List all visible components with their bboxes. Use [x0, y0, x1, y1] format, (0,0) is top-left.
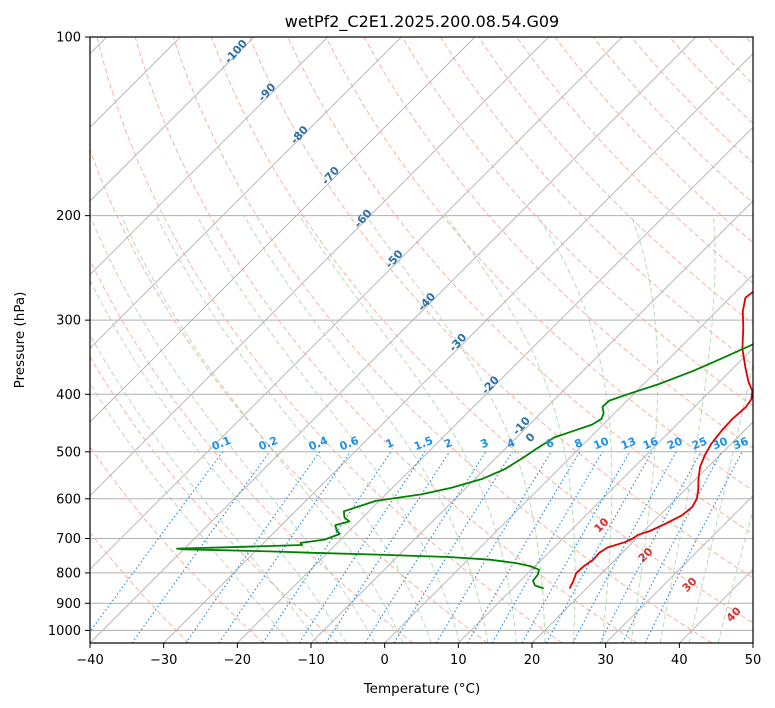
isotherm-line — [605, 494, 753, 643]
axes: −40 −30 −20 −10 0 10 20 30 40 50 100 200 300 400 500 60… — [48, 31, 761, 669]
dry-adiabat-line — [325, 37, 753, 492]
dry-adiabat-line — [96, 37, 563, 643]
y-tick-label: 800 — [56, 566, 81, 581]
moist-adiabat-line — [120, 215, 404, 643]
dry-adiabat-line — [363, 37, 753, 449]
dry-adiabat-line — [478, 37, 753, 325]
x-tick-label: 10 — [450, 653, 467, 668]
dry-adiabat-line — [211, 37, 753, 624]
dry-adiabat-line — [90, 258, 414, 643]
moist-adiabat-line — [155, 215, 432, 643]
mixing-ratio-line — [325, 451, 451, 643]
dry-adiabat-line — [90, 148, 488, 643]
moist-adiabat-line — [536, 215, 613, 643]
moist-adiabat-line — [196, 215, 461, 643]
mixing-ratio-label: 1 — [384, 436, 396, 451]
dry-adiabat-line — [90, 531, 190, 643]
dry-adiabat-line — [401, 37, 753, 407]
moist-adiabat-line — [365, 215, 546, 643]
x-tick-label: −10 — [297, 653, 324, 668]
y-tick-label: 200 — [56, 209, 81, 224]
isotherm-line — [90, 37, 255, 202]
y-tick-label: 1000 — [48, 624, 81, 639]
y-tick-label: 700 — [56, 532, 81, 547]
moist-adiabat-line — [299, 215, 517, 643]
moist-adiabat-line — [630, 215, 659, 643]
moist-adiabat-line — [90, 279, 347, 643]
isotherm-line — [90, 37, 402, 350]
profile-line — [176, 343, 753, 590]
y-tick-label: 900 — [56, 597, 81, 612]
isotherm-line — [90, 37, 550, 497]
mixing-ratio-line — [572, 451, 677, 643]
y-axis-label: Pressure (hPa) — [12, 292, 28, 389]
isotherm-line — [752, 642, 753, 643]
moist-adiabat-line — [659, 215, 716, 643]
isotherm-line — [531, 421, 753, 643]
x-tick-label: 30 — [597, 653, 614, 668]
x-tick-label: −40 — [76, 653, 103, 668]
mixing-ratio-label: 20 — [665, 435, 684, 453]
moist-adiabat-line — [717, 508, 753, 643]
moist-adiabat-line — [445, 215, 576, 643]
profile-line — [568, 290, 753, 589]
mixing-ratio-line — [491, 451, 603, 643]
isotherm-line — [384, 273, 753, 643]
mixing-ratio-line — [545, 451, 653, 643]
moist-adiabat-line — [90, 215, 376, 643]
dry-adiabat-line — [592, 37, 753, 204]
background-lines — [90, 37, 753, 643]
mixing-ratio-line — [218, 451, 351, 643]
plot-frame — [89, 36, 754, 644]
mixing-ratio-line — [467, 451, 581, 643]
mixing-ratio-line — [435, 451, 552, 643]
moist-adiabat-line — [243, 215, 489, 643]
mixing-ratio-label: 2 — [442, 436, 454, 451]
x-tick-label: 0 — [381, 653, 389, 668]
mixing-ratio-line — [393, 451, 513, 643]
isotherm-line — [90, 37, 697, 643]
moist-adiabat-line — [688, 361, 753, 643]
isotherm-line — [457, 347, 753, 643]
dry-adiabat-line — [249, 37, 753, 579]
moist-adiabat-line — [90, 333, 319, 643]
isotherm-line — [90, 37, 329, 276]
chart-title: wetPf2_C2E1.2025.200.08.54.G09 — [285, 12, 559, 32]
mixing-ratio-line — [521, 451, 631, 643]
plot-area — [90, 37, 753, 643]
isotherm-line — [236, 126, 753, 643]
x-tick-label: −30 — [150, 653, 177, 668]
mixing-ratio-label: 13 — [619, 435, 638, 453]
x-tick-label: 40 — [671, 653, 688, 668]
isotherm-line — [90, 37, 476, 423]
y-tick-label: 400 — [56, 388, 81, 403]
y-tick-label: 100 — [56, 31, 81, 46]
dry-adiabat-line — [90, 355, 339, 643]
y-tick-label: 500 — [56, 445, 81, 460]
dry-adiabat-line — [172, 37, 712, 643]
mixing-ratio-label: 30 — [711, 435, 730, 453]
dry-adiabat-line — [439, 37, 753, 366]
isotherm-line — [163, 52, 753, 643]
profile-lines — [176, 290, 753, 590]
x-tick-label: 50 — [745, 653, 762, 668]
dry-adiabat-line — [287, 37, 753, 535]
moist-adiabat-line — [90, 382, 290, 643]
mixing-ratio-label: 36 — [731, 435, 750, 453]
mixing-ratio-label: 10 — [592, 435, 611, 453]
y-tick-label: 300 — [56, 314, 81, 329]
x-axis-label: Temperature (°C) — [363, 681, 481, 697]
mixing-ratio-label: 3 — [478, 436, 490, 451]
y-tick-label: 600 — [56, 492, 81, 507]
mixing-ratio-label: 16 — [641, 435, 660, 453]
mixing-ratio-label: 25 — [690, 435, 709, 453]
x-tick-label: 20 — [524, 653, 541, 668]
isotherm-line — [90, 37, 623, 571]
dry-adiabat-line — [134, 37, 638, 643]
mixing-ratio-label: 8 — [572, 436, 584, 451]
x-tick-label: −20 — [224, 653, 251, 668]
